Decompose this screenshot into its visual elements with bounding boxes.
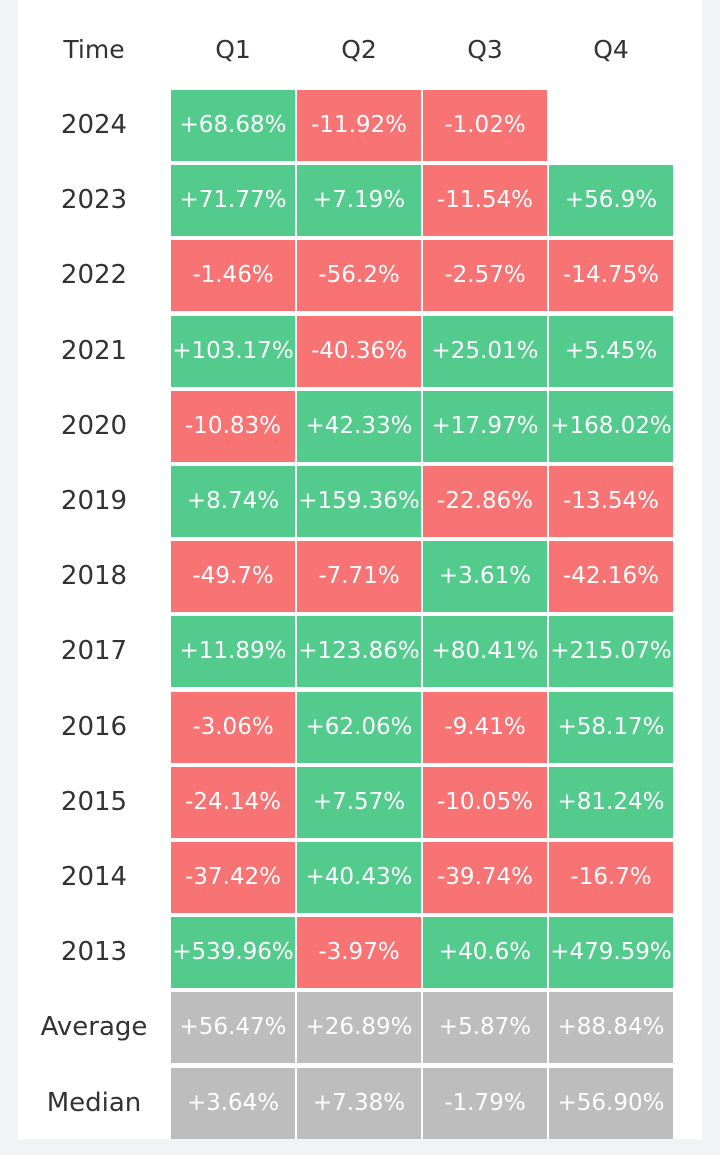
- table-cell: -10.83%: [171, 391, 295, 462]
- table-cell: +123.86%: [297, 616, 421, 687]
- table-cell: +80.41%: [423, 616, 547, 687]
- table-cell: +7.57%: [297, 767, 421, 838]
- table-cell: -11.92%: [297, 90, 421, 161]
- table-cell: +3.64%: [171, 1068, 295, 1139]
- table-cell: +25.01%: [423, 316, 547, 387]
- table-cell: -9.41%: [423, 692, 547, 763]
- bottom-background-band: [0, 1139, 720, 1155]
- table-cell: +103.17%: [171, 316, 295, 387]
- table-cell: -37.42%: [171, 842, 295, 913]
- table-cell: +56.9%: [549, 165, 673, 236]
- table-cell: +40.43%: [297, 842, 421, 913]
- table-cell: +168.02%: [549, 391, 673, 462]
- table-cell: -1.02%: [423, 90, 547, 161]
- header-q2: Q2: [341, 35, 377, 64]
- year-label: 2023: [60, 185, 128, 215]
- year-label: 2018: [60, 561, 128, 591]
- table-cell: +3.61%: [423, 541, 547, 612]
- table-cell: +62.06%: [297, 692, 421, 763]
- table-cell: +88.84%: [549, 992, 673, 1063]
- table-cell: -3.97%: [297, 917, 421, 988]
- table-cell: +17.97%: [423, 391, 547, 462]
- table-cell: +5.87%: [423, 992, 547, 1063]
- returns-table-panel: Time Q1 Q2 Q3 Q4 2024 +68.68% -11.92% -1.02…: [18, 0, 702, 1155]
- table-cell: -40.36%: [297, 316, 421, 387]
- table-cell: -7.71%: [297, 541, 421, 612]
- table-cell: +26.89%: [297, 992, 421, 1063]
- table-cell: -49.7%: [171, 541, 295, 612]
- table-cell: -16.7%: [549, 842, 673, 913]
- table-cell: -1.79%: [423, 1068, 547, 1139]
- table-cell: -11.54%: [423, 165, 547, 236]
- table-cell: +5.45%: [549, 316, 673, 387]
- header-q4: Q4: [593, 35, 629, 64]
- table-cell: +58.17%: [549, 692, 673, 763]
- header-time: Time: [63, 35, 125, 64]
- table-cell: +40.6%: [423, 917, 547, 988]
- table-cell: -3.06%: [171, 692, 295, 763]
- table-cell: -56.2%: [297, 240, 421, 311]
- table-cell: +539.96%: [171, 917, 295, 988]
- year-label: 2020: [60, 411, 128, 441]
- header-q1: Q1: [215, 35, 251, 64]
- year-label: 2022: [60, 260, 128, 290]
- year-label: 2014: [60, 862, 128, 892]
- table-cell: -22.86%: [423, 466, 547, 537]
- year-label: 2013: [60, 937, 128, 967]
- summary-label: Average: [40, 1012, 148, 1042]
- year-label: 2017: [60, 636, 128, 666]
- table-cell: -13.54%: [549, 466, 673, 537]
- table-cell: -24.14%: [171, 767, 295, 838]
- year-label: 2019: [60, 486, 128, 516]
- table-header-row: Time Q1 Q2 Q3 Q4: [18, 20, 702, 80]
- table-cell: -42.16%: [549, 541, 673, 612]
- summary-label: Median: [46, 1088, 142, 1118]
- year-label: 2015: [60, 787, 128, 817]
- table-cell: +71.77%: [171, 165, 295, 236]
- table-cell: +11.89%: [171, 616, 295, 687]
- year-label: 2024: [60, 110, 128, 140]
- table-cell: +68.68%: [171, 90, 295, 161]
- table-cell: +479.59%: [549, 917, 673, 988]
- table-cell: +81.24%: [549, 767, 673, 838]
- table-cell: +56.90%: [549, 1068, 673, 1139]
- table-cell: +42.33%: [297, 391, 421, 462]
- year-label: 2016: [60, 712, 128, 742]
- table-cell: +7.38%: [297, 1068, 421, 1139]
- table-cell: -2.57%: [423, 240, 547, 311]
- table-cell: -39.74%: [423, 842, 547, 913]
- table-cell: -14.75%: [549, 240, 673, 311]
- table-cell: +215.07%: [549, 616, 673, 687]
- table-cell: +159.36%: [297, 466, 421, 537]
- table-cell: +8.74%: [171, 466, 295, 537]
- table-cell: -1.46%: [171, 240, 295, 311]
- table-cell: +56.47%: [171, 992, 295, 1063]
- year-label: 2021: [60, 336, 128, 366]
- table-cell: +7.19%: [297, 165, 421, 236]
- table-cell: -10.05%: [423, 767, 547, 838]
- header-q3: Q3: [467, 35, 503, 64]
